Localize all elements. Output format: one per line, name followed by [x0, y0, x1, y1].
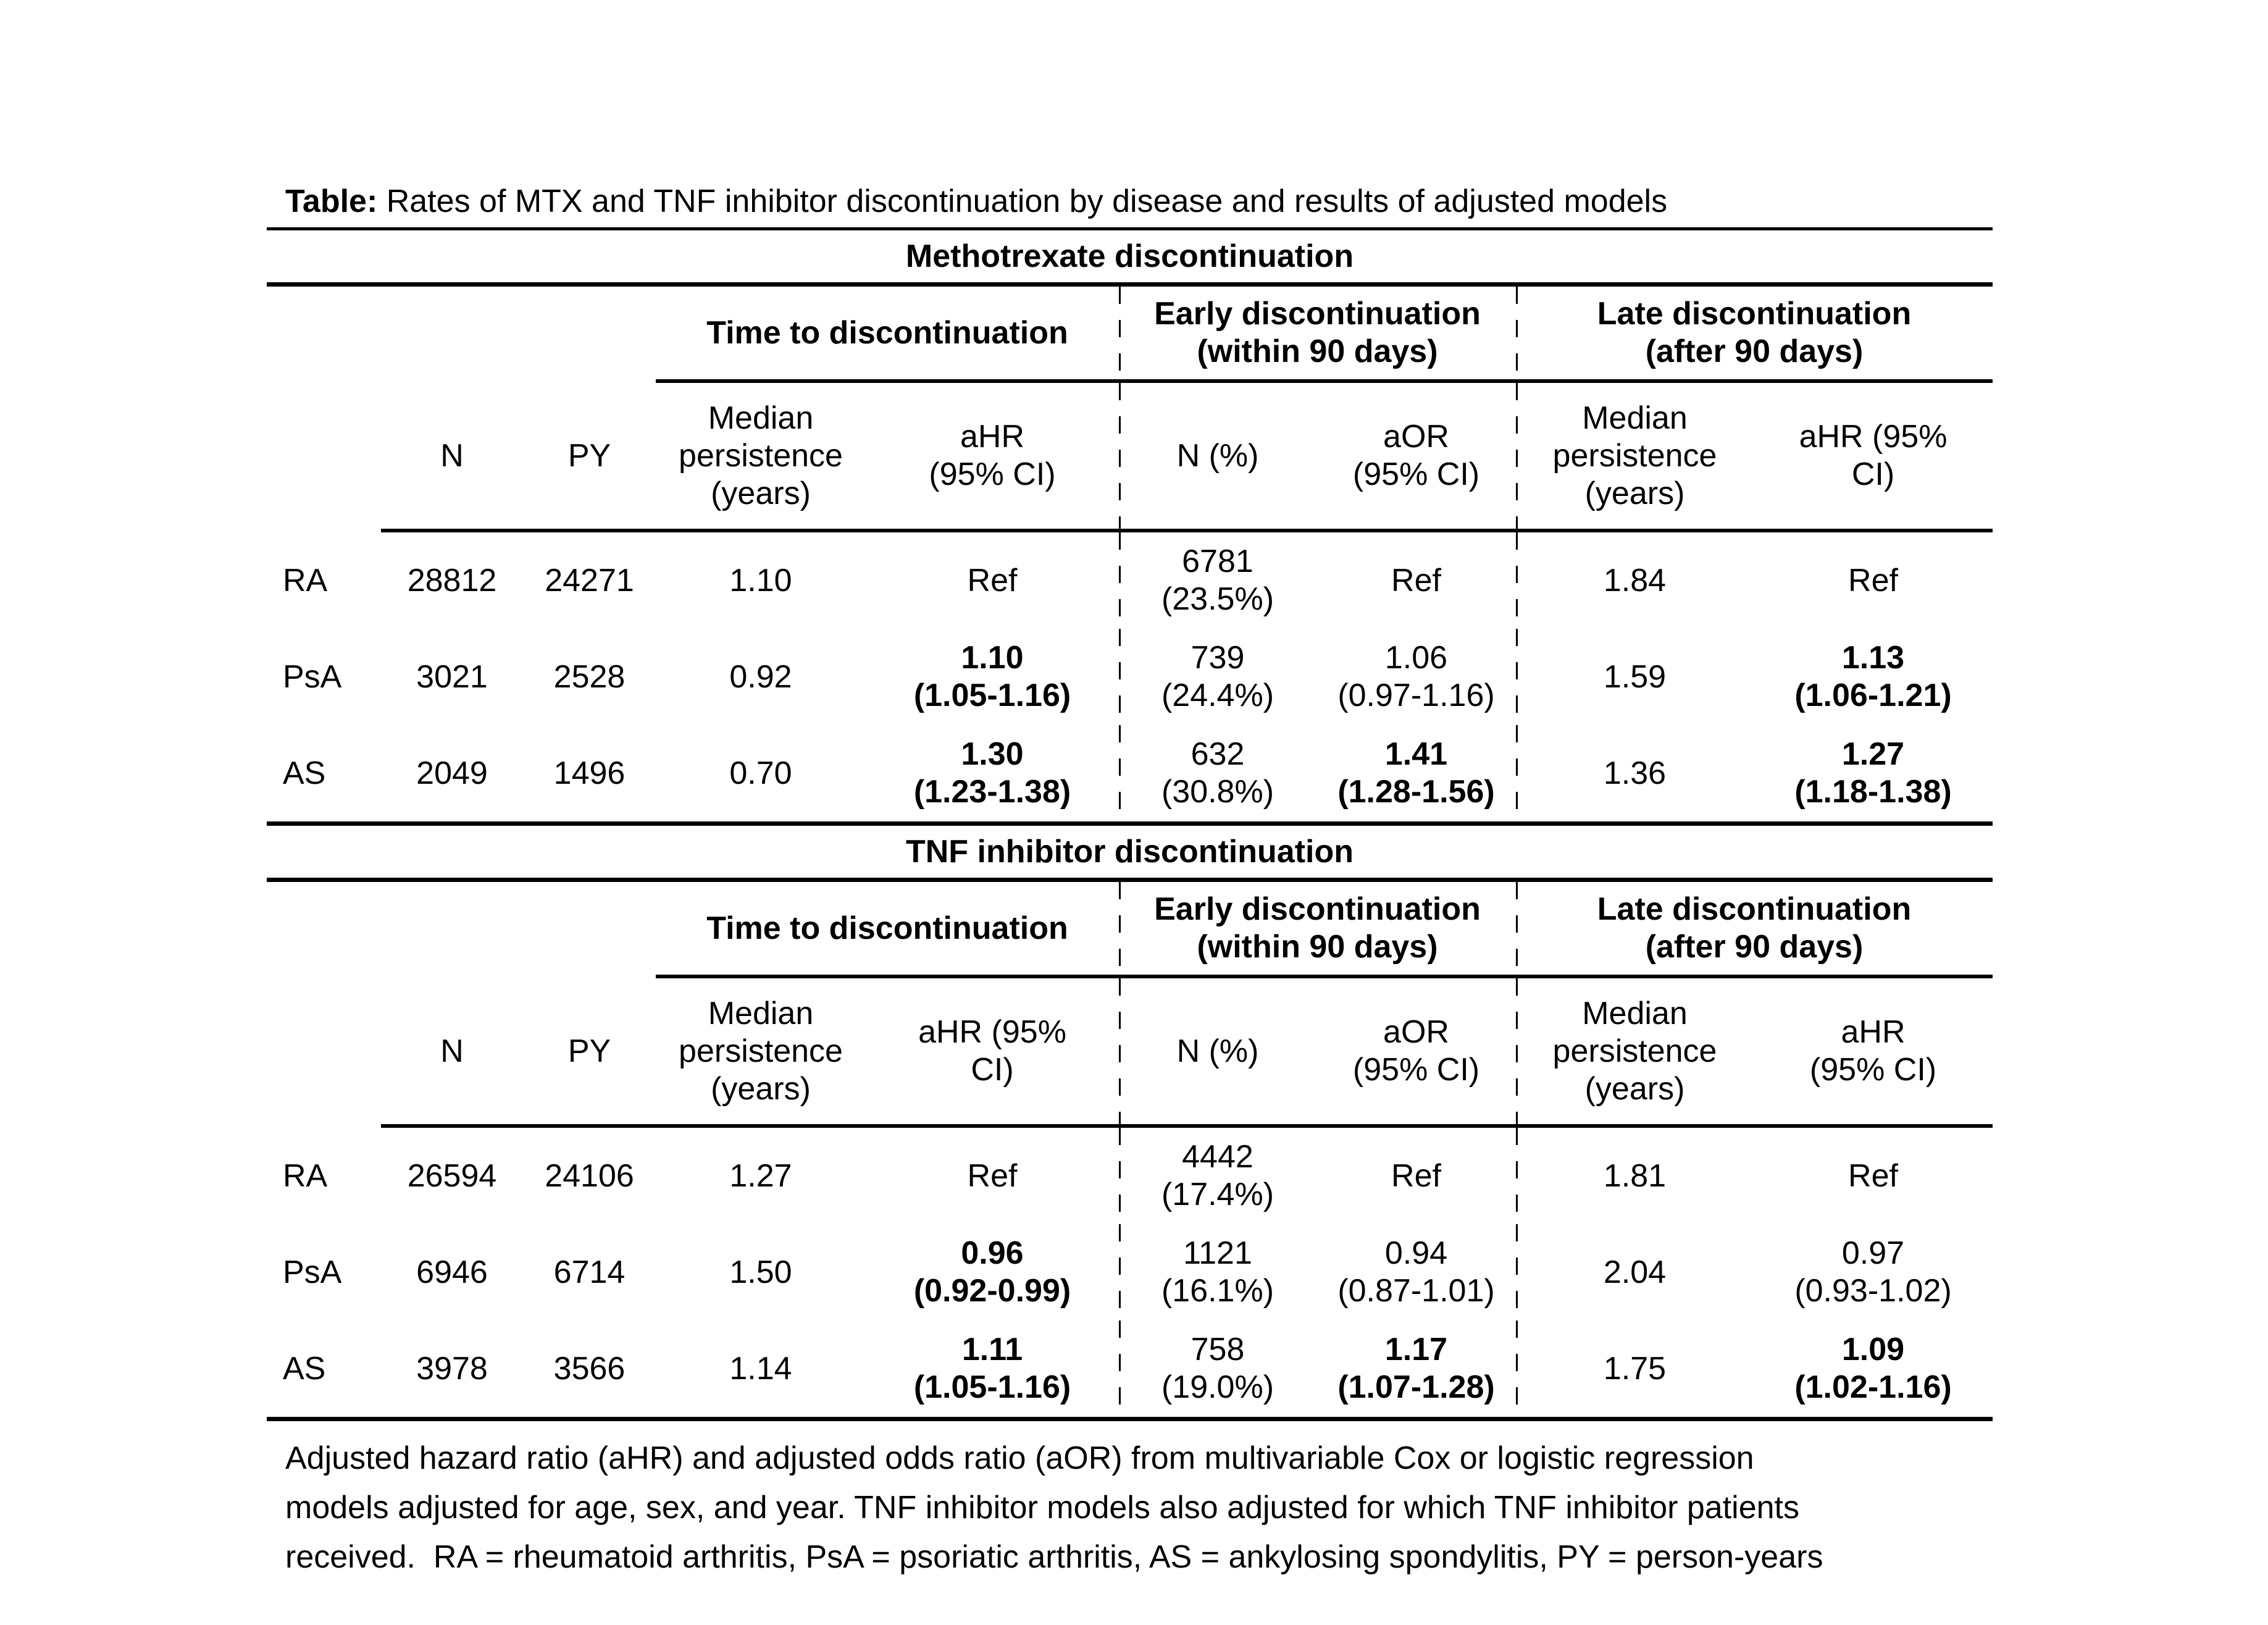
col-header-median-mtx: Median persistence (years) [656, 383, 866, 532]
cell-mtx-psa-py: 2528 [553, 658, 626, 695]
col-header-ahr-tnf: aHR (95% CI) [866, 978, 1119, 1128]
cell-mtx-ra-ahr: Ref [967, 562, 1018, 598]
cell-mtx-psa-n: 3021 [416, 658, 488, 695]
cell-tnf-ra-n: 26594 [407, 1157, 497, 1194]
group-header-time-mtx: Time to discontinuation [656, 287, 1119, 383]
group-header-time-tnf: Time to discontinuation [656, 882, 1119, 978]
cell-tnf-as-n: 3978 [381, 1321, 523, 1421]
table-caption-label: Table: [285, 183, 378, 219]
cell-mtx-psa-median-late: 1.59 [1516, 629, 1754, 725]
cell-mtx-ra-py: 24271 [545, 562, 634, 598]
table-footnote: Adjusted hazard ratio (aHR) and adjusted… [285, 1440, 1823, 1575]
cell-mtx-psa-aor: 1.06 (0.97-1.16) [1337, 640, 1495, 713]
cell-tnf-ra-n-pct: 4442 (17.4%) [1119, 1128, 1316, 1224]
col-header-median-tnf: Median persistence (years) [656, 978, 866, 1128]
col-header-aor-tnf: aOR (95% CI) [1316, 978, 1516, 1128]
cell-mtx-ra-aor: Ref [1391, 562, 1441, 598]
cell-tnf-ra-disease: RA [283, 1157, 328, 1194]
cell-mtx-as-median: 0.70 [656, 725, 866, 826]
cell-mtx-as-ahr-late: 1.27 (1.18-1.38) [1754, 725, 1993, 826]
cell-mtx-as-py: 1496 [523, 725, 656, 826]
col-header-ahr-late-tnf: aHR (95% CI) [1754, 978, 1993, 1128]
table-caption-text: Rates of MTX and TNF inhibitor discontin… [386, 183, 1668, 219]
group-header-early-mtx: Early discontinuation (within 90 days) [1119, 287, 1516, 383]
col-header-median-late-mtx: Median persistence (years) [1516, 383, 1754, 532]
cell-tnf-as-ahr-late: 1.09 (1.02-1.16) [1754, 1321, 1993, 1421]
cell-tnf-psa-median-late: 2.04 [1516, 1224, 1754, 1321]
group-header-late-tnf: Late discontinuation (after 90 days) [1516, 882, 1993, 978]
section-title-tnf: TNF inhibitor discontinuation [267, 826, 1993, 882]
group-header-spacer-mtx [267, 287, 656, 379]
cell-mtx-as-ahr: 1.30 (1.23-1.38) [866, 725, 1119, 826]
cell-tnf-ra-py: 24106 [545, 1157, 634, 1194]
cell-mtx-ra-n: 28812 [407, 562, 497, 598]
col-header-py-mtx: PY [523, 383, 656, 532]
cell-mtx-ra-median-late: 1.84 [1516, 532, 1754, 629]
cell-tnf-psa-disease: PsA [283, 1254, 342, 1290]
col-header-ahr-late-mtx: aHR (95% CI) [1754, 383, 1993, 532]
cell-mtx-as-median-late: 1.36 [1516, 725, 1754, 826]
table-container: Table: Rates of MTX and TNF inhibitor di… [267, 183, 1993, 1582]
col-header-aor-mtx: aOR (95% CI) [1316, 383, 1516, 532]
group-header-spacer-tnf [267, 882, 656, 975]
table-tnf: Time to discontinuation Early discontinu… [267, 882, 1993, 1421]
section-title-methotrexate: Methotrexate discontinuation [267, 230, 1993, 287]
cell-mtx-psa-ahr: 1.10 (1.05-1.16) [913, 640, 1071, 713]
cell-tnf-psa-ahr-late: 0.97 (0.93-1.02) [1794, 1235, 1952, 1309]
group-header-early-tnf: Early discontinuation (within 90 days) [1119, 882, 1516, 978]
col-header-ahr-mtx: aHR (95% CI) [866, 383, 1119, 532]
cell-tnf-as-aor: 1.17 (1.07-1.28) [1316, 1321, 1516, 1421]
cell-tnf-ra-median-late: 1.81 [1516, 1128, 1754, 1224]
cell-mtx-ra-ahr-late: Ref [1848, 562, 1898, 598]
cell-tnf-ra-ahr-late: Ref [1848, 1157, 1898, 1194]
cell-tnf-as-median-late: 1.75 [1516, 1321, 1754, 1421]
cell-mtx-psa-ahr-late: 1.13 (1.06-1.21) [1794, 640, 1952, 713]
cell-tnf-as-py: 3566 [523, 1321, 656, 1421]
cell-tnf-as-disease: AS [267, 1321, 381, 1421]
col-header-n-tnf: N [381, 978, 523, 1128]
col-header-n-pct-mtx: N (%) [1119, 383, 1316, 532]
cell-mtx-as-disease: AS [267, 725, 381, 826]
cell-mtx-psa-n-pct: 739 (24.4%) [1119, 629, 1316, 725]
col-header-n-pct-tnf: N (%) [1119, 978, 1316, 1128]
cell-tnf-as-median: 1.14 [656, 1321, 866, 1421]
cell-mtx-ra-disease: RA [283, 562, 328, 598]
group-header-late-mtx: Late discontinuation (after 90 days) [1516, 287, 1993, 383]
cell-tnf-psa-aor: 0.94 (0.87-1.01) [1337, 1235, 1495, 1309]
cell-tnf-psa-py: 6714 [553, 1254, 626, 1290]
col-header-py-tnf: PY [523, 978, 656, 1128]
col-header-n-mtx: N [381, 383, 523, 532]
cell-tnf-ra-ahr: Ref [967, 1157, 1018, 1194]
cell-mtx-psa-median: 0.92 [729, 658, 792, 695]
cell-mtx-as-n: 2049 [381, 725, 523, 826]
cell-tnf-psa-median: 1.50 [729, 1254, 792, 1290]
table-methotrexate: Time to discontinuation Early discontinu… [267, 287, 1993, 826]
col-header-disease-tnf [267, 978, 381, 1124]
cell-tnf-ra-median: 1.27 [729, 1157, 792, 1194]
col-header-median-late-tnf: Median persistence (years) [1516, 978, 1754, 1128]
cell-tnf-as-n-pct: 758 (19.0%) [1119, 1321, 1316, 1421]
cell-mtx-as-aor: 1.41 (1.28-1.56) [1316, 725, 1516, 826]
cell-tnf-ra-aor: Ref [1391, 1157, 1441, 1194]
cell-mtx-ra-n-pct: 6781 (23.5%) [1119, 532, 1316, 629]
cell-mtx-as-n-pct: 632 (30.8%) [1119, 725, 1316, 826]
col-header-disease-mtx [267, 383, 381, 529]
cell-mtx-psa-disease: PsA [283, 658, 342, 695]
cell-tnf-psa-n-pct: 1121 (16.1%) [1119, 1224, 1316, 1321]
cell-tnf-as-ahr: 1.11 (1.05-1.16) [866, 1321, 1119, 1421]
cell-tnf-psa-n: 6946 [416, 1254, 488, 1290]
cell-mtx-ra-median: 1.10 [729, 562, 792, 598]
table-caption: Table: Rates of MTX and TNF inhibitor di… [267, 183, 1993, 230]
cell-tnf-psa-ahr: 0.96 (0.92-0.99) [913, 1235, 1071, 1309]
